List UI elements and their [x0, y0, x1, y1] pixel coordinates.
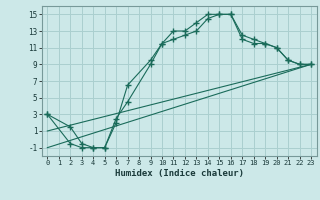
X-axis label: Humidex (Indice chaleur): Humidex (Indice chaleur)	[115, 169, 244, 178]
